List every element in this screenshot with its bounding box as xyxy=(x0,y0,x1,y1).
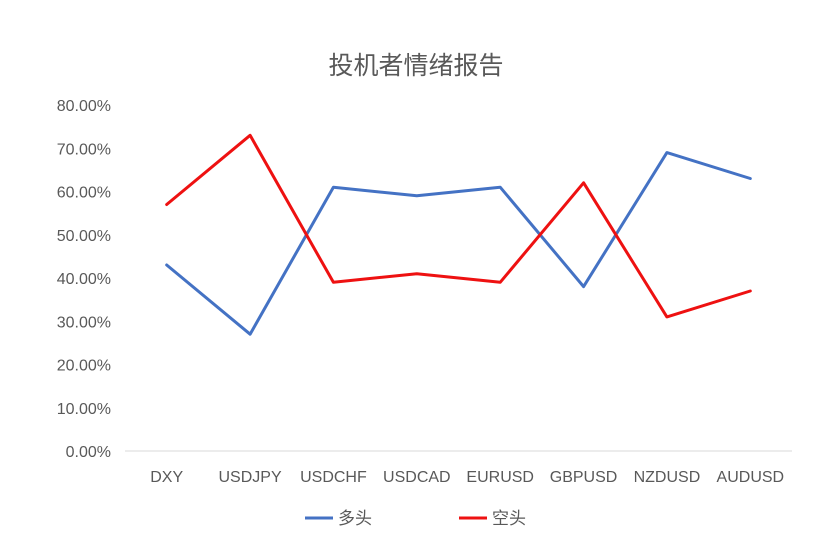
y-axis-ticks: 0.00% 10.00% 20.00% 30.00% 40.00% 50.00% 60.00… xyxy=(57,98,111,461)
x-axis-ticks: DXY USDJPY USDCHF USDCAD EURUSD GBPUSD NZDUSD A… xyxy=(150,469,784,486)
x-tick-label: AUDUSD xyxy=(717,469,785,486)
y-tick-label: 20.00% xyxy=(57,358,111,375)
y-tick-label: 10.00% xyxy=(57,401,111,418)
legend-label: 空头 xyxy=(492,509,526,529)
x-tick-label: NZDUSD xyxy=(634,469,701,486)
x-tick-label: GBPUSD xyxy=(550,469,618,486)
legend: 多头 空头 xyxy=(305,509,526,529)
y-tick-label: 30.00% xyxy=(57,314,111,331)
y-tick-label: 50.00% xyxy=(57,228,111,245)
x-tick-label: USDCAD xyxy=(383,469,451,486)
chart-title: 投机者情绪报告 xyxy=(328,51,504,80)
x-tick-label: USDCHF xyxy=(300,469,367,486)
y-tick-label: 70.00% xyxy=(57,141,111,158)
y-tick-label: 40.00% xyxy=(57,271,111,288)
y-tick-label: 80.00% xyxy=(57,98,111,115)
x-tick-label: DXY xyxy=(150,469,183,486)
x-tick-label: USDJPY xyxy=(219,469,282,486)
series-line-1 xyxy=(165,133,752,319)
legend-label: 多头 xyxy=(338,509,372,529)
x-tick-label: EURUSD xyxy=(466,469,534,486)
series-line-0 xyxy=(165,151,752,336)
series-lines xyxy=(165,133,752,336)
y-tick-label: 60.00% xyxy=(57,185,111,202)
y-tick-label: 0.00% xyxy=(66,444,111,461)
